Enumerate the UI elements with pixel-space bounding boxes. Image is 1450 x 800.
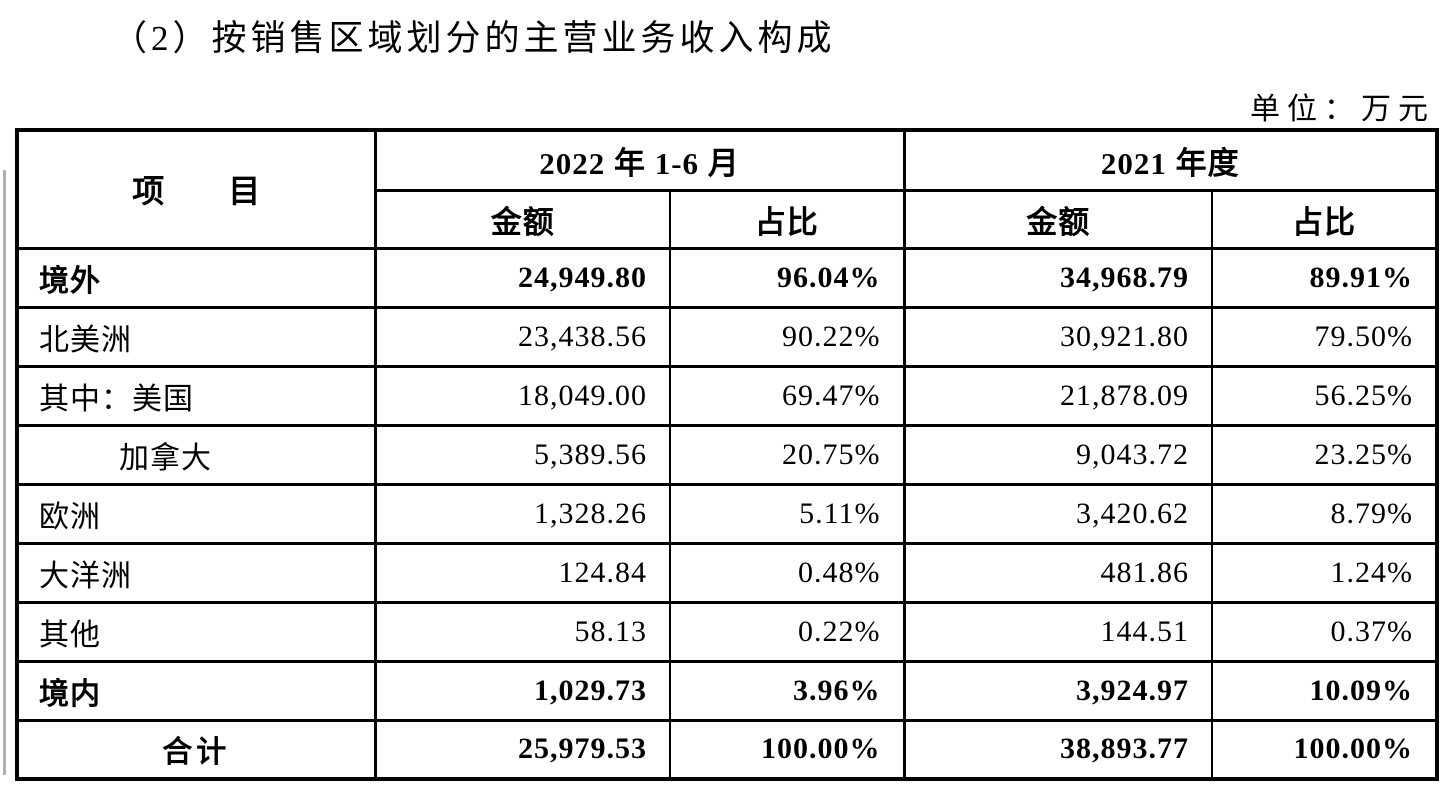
table-body: 境外 24,949.80 96.04% 34,968.79 89.91% 北美洲… (16, 246, 1439, 781)
row-label: 合计 (16, 718, 376, 781)
amount-2022-cell: 124.84 (373, 541, 671, 604)
header-amount-2021: 金额 (902, 188, 1214, 250)
ratio-2021-cell: 79.50% (1211, 305, 1439, 368)
ratio-2022-cell: 20.75% (668, 423, 906, 486)
table-row-usa: 其中：美国 18,049.00 69.47% 21,878.09 56.25% (16, 364, 1439, 427)
row-label: 其中：美国 (16, 364, 376, 427)
amount-2022-cell: 18,049.00 (373, 364, 671, 427)
page-title: （2）按销售区域划分的主营业务收入构成 (112, 19, 836, 58)
row-label: 欧洲 (16, 482, 376, 545)
ratio-2022-cell: 100.00% (668, 718, 906, 781)
ratio-2022-cell: 5.11% (668, 482, 906, 545)
row-label: 其他 (16, 600, 376, 663)
amount-2021-cell: 30,921.80 (902, 305, 1214, 368)
ratio-2022-cell: 0.48% (668, 541, 906, 604)
table-row-oceania: 大洋洲 124.84 0.48% 481.86 1.24% (16, 541, 1439, 604)
ratio-2021-cell: 89.91% (1211, 246, 1439, 309)
amount-2021-cell: 9,043.72 (902, 423, 1214, 486)
header-period-2021: 2021 年度 (902, 128, 1439, 192)
row-label: 加拿大 (16, 423, 376, 486)
amount-2022-cell: 24,949.80 (373, 246, 671, 309)
table-row-overseas: 境外 24,949.80 96.04% 34,968.79 89.91% (16, 246, 1439, 309)
amount-2022-cell: 5,389.56 (373, 423, 671, 486)
table-row-north-america: 北美洲 23,438.56 90.22% 30,921.80 79.50% (16, 305, 1439, 368)
ratio-2021-cell: 56.25% (1211, 364, 1439, 427)
amount-2021-cell: 144.51 (902, 600, 1214, 663)
amount-2022-cell: 25,979.53 (373, 718, 671, 781)
ratio-2022-cell: 0.22% (668, 600, 906, 663)
row-label: 大洋洲 (16, 541, 376, 604)
table-row-canada: 加拿大 5,389.56 20.75% 9,043.72 23.25% (16, 423, 1439, 486)
revenue-by-region-table: 项 目 2022 年 1-6 月 2021 年度 金额 占比 金额 占比 境外 … (15, 128, 1440, 781)
table-header: 项 目 2022 年 1-6 月 2021 年度 金额 占比 金额 占比 (16, 128, 1439, 250)
ratio-2021-cell: 0.37% (1211, 600, 1439, 663)
amount-2022-cell: 1,029.73 (373, 659, 671, 722)
table-row-europe: 欧洲 1,328.26 5.11% 3,420.62 8.79% (16, 482, 1439, 545)
ratio-2022-cell: 90.22% (668, 305, 906, 368)
ratio-2021-cell: 23.25% (1211, 423, 1439, 486)
scan-edge-artifact (3, 170, 6, 775)
ratio-2021-cell: 10.09% (1211, 659, 1439, 722)
header-item: 项 目 (16, 128, 376, 250)
header-ratio-2021: 占比 (1211, 188, 1439, 250)
header-amount-2022: 金额 (373, 188, 671, 250)
table-row-domestic: 境内 1,029.73 3.96% 3,924.97 10.09% (16, 659, 1439, 722)
table-row-other: 其他 58.13 0.22% 144.51 0.37% (16, 600, 1439, 663)
amount-2021-cell: 3,924.97 (902, 659, 1214, 722)
amount-2022-cell: 58.13 (373, 600, 671, 663)
amount-2021-cell: 34,968.79 (902, 246, 1214, 309)
header-ratio-2022: 占比 (668, 188, 906, 250)
header-row-periods: 项 目 2022 年 1-6 月 2021 年度 (16, 128, 1439, 250)
row-label: 境内 (16, 659, 376, 722)
header-row-measures: 金额 占比 金额 占比 (17, 188, 1439, 250)
ratio-2022-cell: 3.96% (668, 659, 906, 722)
header-period-2022: 2022 年 1-6 月 (373, 128, 906, 192)
ratio-2022-cell: 69.47% (668, 364, 906, 427)
row-label: 境外 (16, 246, 376, 309)
amount-2021-cell: 3,420.62 (902, 482, 1214, 545)
ratio-2021-cell: 1.24% (1211, 541, 1439, 604)
ratio-2021-cell: 100.00% (1211, 718, 1439, 781)
amount-2021-cell: 21,878.09 (902, 364, 1214, 427)
amount-2021-cell: 38,893.77 (902, 718, 1214, 781)
table-row-total: 合计 25,979.53 100.00% 38,893.77 100.00% (16, 718, 1439, 781)
unit-label: 单位：万元 (1250, 93, 1435, 126)
ratio-2022-cell: 96.04% (668, 246, 906, 309)
amount-2022-cell: 23,438.56 (373, 305, 671, 368)
ratio-2021-cell: 8.79% (1211, 482, 1439, 545)
amount-2022-cell: 1,328.26 (373, 482, 671, 545)
row-label: 北美洲 (16, 305, 376, 368)
amount-2021-cell: 481.86 (902, 541, 1214, 604)
